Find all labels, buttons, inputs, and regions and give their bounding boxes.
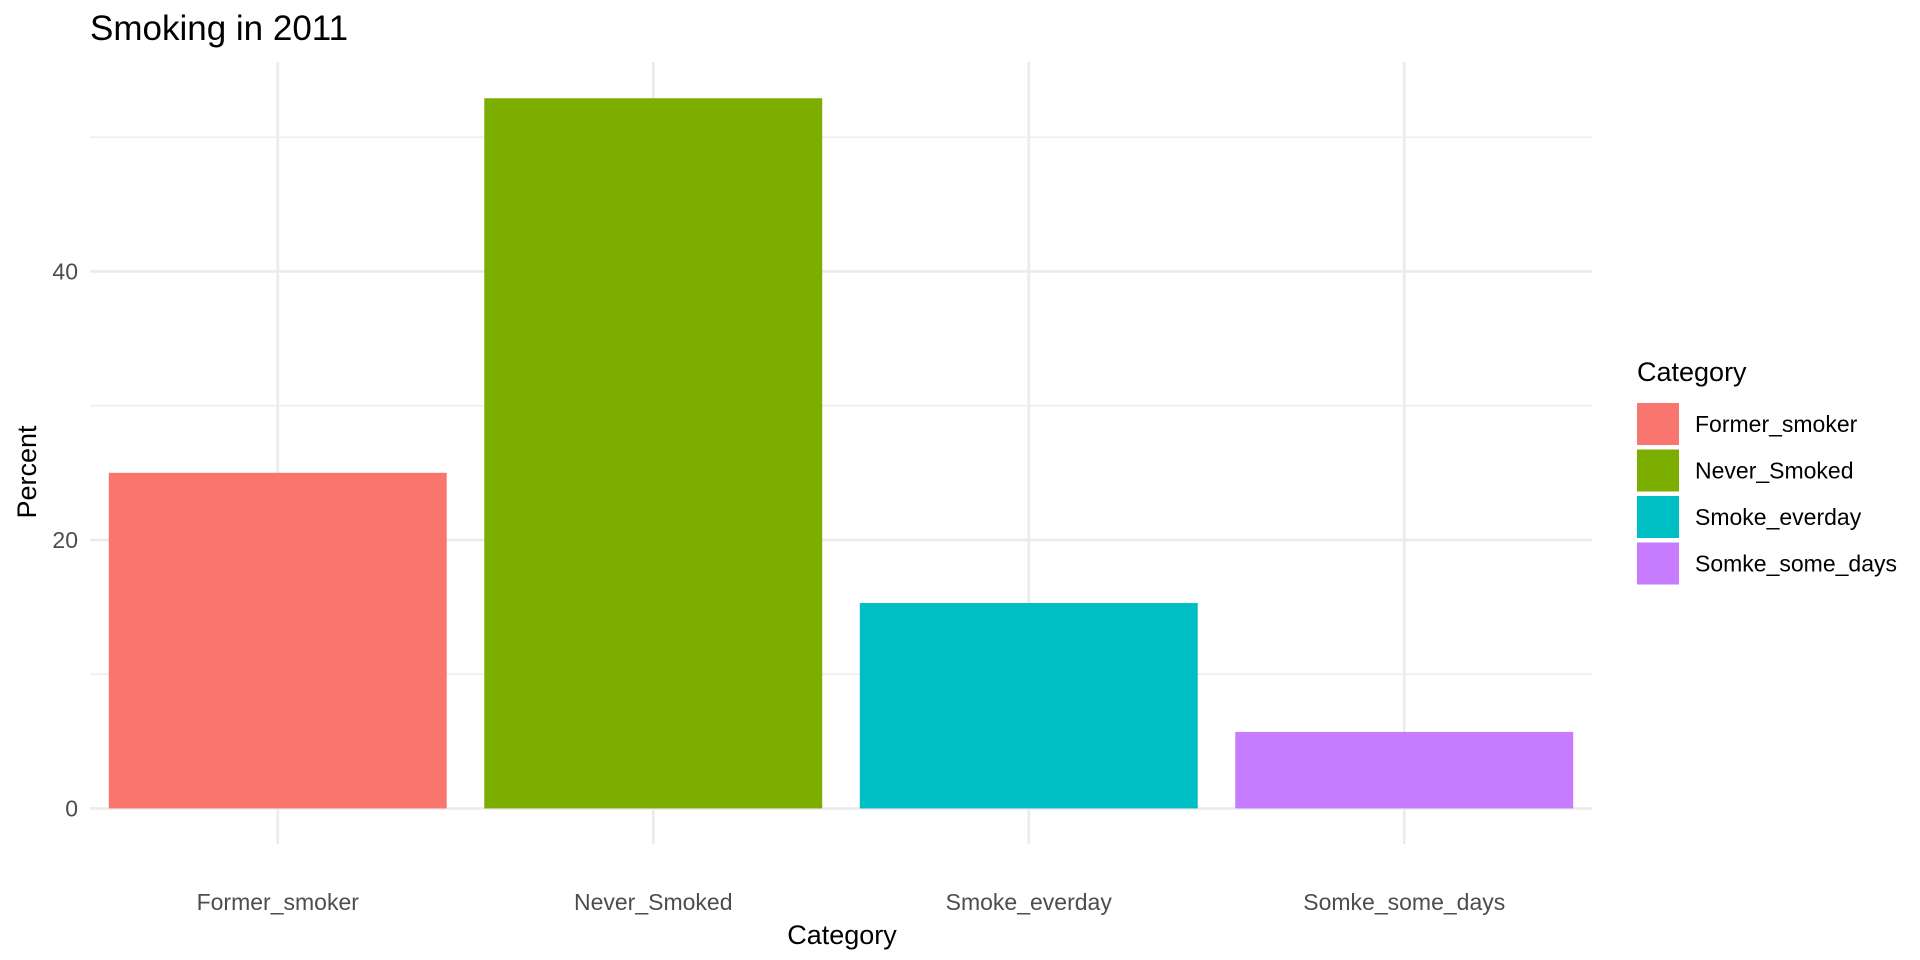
legend-title: Category — [1637, 357, 1747, 387]
y-tick-label: 40 — [52, 258, 78, 284]
x-tick-label: Smoke_everday — [946, 889, 1113, 915]
x-tick-label: Former_smoker — [197, 889, 360, 915]
bar-somke-some-days — [1235, 731, 1574, 809]
bar-former-smoker — [108, 472, 447, 809]
legend-key-former-smoker — [1637, 403, 1679, 445]
bars — [108, 98, 1574, 809]
chart-title: Smoking in 2011 — [90, 9, 348, 48]
x-axis-title: Category — [787, 920, 897, 950]
y-axis-ticks: 0 20 40 — [52, 258, 78, 821]
legend-label: Smoke_everday — [1695, 504, 1862, 530]
legend-label: Former_smoker — [1695, 411, 1858, 437]
x-axis-ticks: Former_smoker Never_Smoked Smoke_everday So… — [197, 889, 1506, 915]
legend-label: Somke_some_days — [1695, 551, 1897, 577]
y-tick-label: 20 — [52, 527, 78, 553]
bar-smoke-everday — [859, 603, 1198, 809]
legend-key-never-smoked — [1637, 449, 1679, 492]
legend: Category Former_smoker Never_Smoked Smoke_… — [1637, 357, 1897, 585]
bar-never-smoked — [484, 98, 823, 809]
x-tick-label: Never_Smoked — [574, 889, 733, 915]
legend-key-somke-some-days — [1637, 542, 1679, 585]
legend-key-smoke-everday — [1637, 496, 1679, 538]
y-tick-label: 0 — [65, 795, 78, 821]
legend-items: Former_smoker Never_Smoked Smoke_everday So… — [1637, 403, 1897, 585]
legend-label: Never_Smoked — [1695, 458, 1854, 484]
x-tick-label: Somke_some_days — [1303, 889, 1505, 915]
y-axis-title: Percent — [12, 425, 42, 519]
plot-panel — [90, 62, 1592, 844]
